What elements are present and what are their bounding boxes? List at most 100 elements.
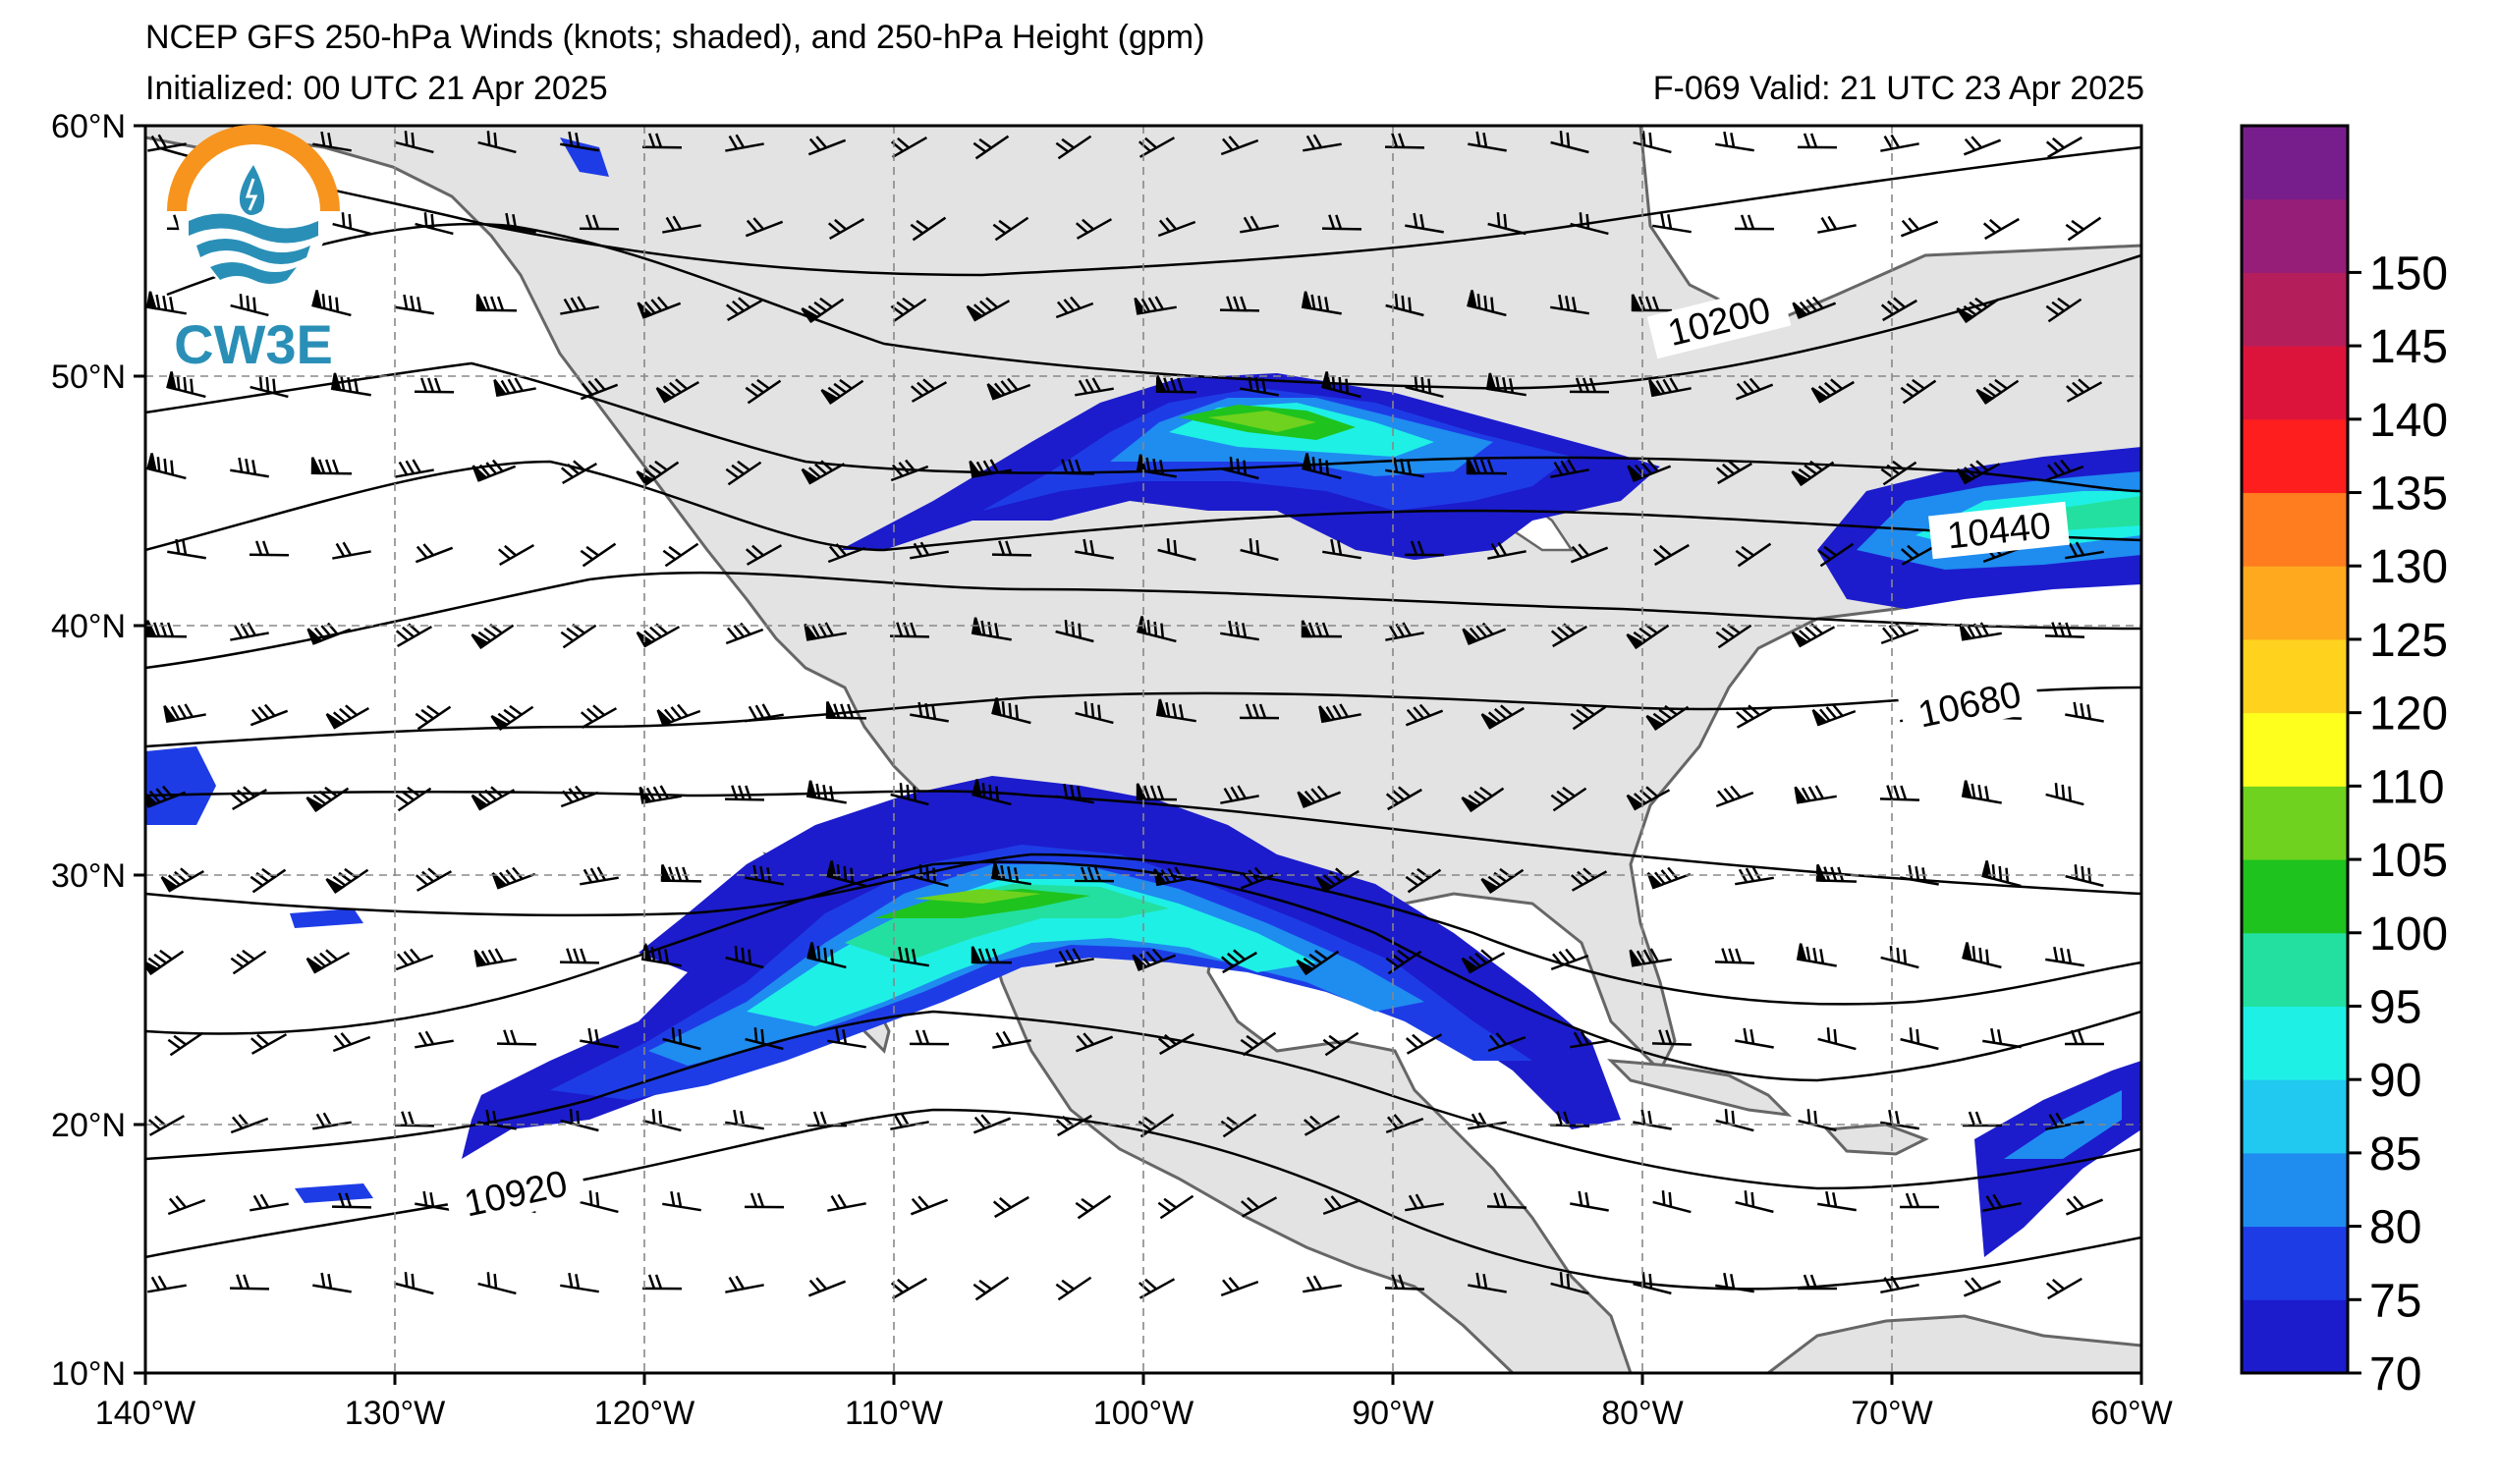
wind-barb — [1487, 541, 1527, 560]
wind-barb — [1715, 131, 1754, 152]
wind-barb — [1405, 1193, 1444, 1212]
wind-barb — [1880, 134, 1919, 152]
sun-arc-icon — [167, 125, 340, 212]
south-america — [1765, 1314, 2141, 1373]
lat-label-20: 20°N — [51, 1107, 126, 1144]
colorbar-tick-label: 105 — [2369, 835, 2448, 887]
wind-barb — [160, 867, 204, 893]
wind-barb — [167, 538, 206, 560]
wind-barb — [1157, 538, 1196, 562]
wind-barb — [1075, 538, 1114, 560]
colorbar-segment — [2242, 198, 2348, 273]
wind-barb — [1240, 215, 1279, 234]
wind-barb — [1817, 1027, 1857, 1051]
wind-barb — [890, 783, 929, 806]
wind-barb — [801, 460, 846, 485]
wind-barb — [1467, 290, 1507, 317]
wind-barb — [662, 542, 699, 568]
wind-barb — [656, 703, 701, 727]
wind-barb — [1487, 212, 1527, 236]
colorbar-tick-label: 120 — [2369, 688, 2448, 741]
wind-barb — [580, 1027, 619, 1049]
colorbar-tick-label: 135 — [2369, 468, 2448, 521]
wind-barb — [1811, 703, 1857, 727]
wind-barb — [1075, 377, 1114, 397]
wind-barb — [2066, 378, 2103, 403]
wind-barb — [1405, 703, 1444, 727]
wind-barb — [1810, 378, 1855, 404]
wind-barb — [1384, 133, 1425, 149]
wind-barb — [1301, 620, 1343, 638]
valid-time: F-069 Valid: 21 UTC 23 Apr 2025 — [1652, 70, 2144, 107]
wind-barb — [825, 701, 867, 720]
wind-barb — [1318, 703, 1361, 724]
wind-barb — [580, 1190, 619, 1214]
wind-barb — [1736, 704, 1773, 729]
colorbar-tick-label: 75 — [2369, 1275, 2421, 1327]
wind-barb — [1138, 137, 1176, 158]
wind-barb — [330, 372, 371, 397]
wind-barb — [332, 212, 371, 236]
wind-barb — [971, 946, 1013, 964]
wind-barb — [1074, 866, 1115, 883]
wind-barb — [1627, 459, 1672, 482]
wind-barb — [725, 1275, 764, 1293]
wind-barb — [804, 622, 847, 641]
wind-barb — [1461, 949, 1506, 974]
wind-barb — [1652, 543, 1690, 567]
wind-barb — [493, 377, 536, 397]
wind-barb — [1220, 620, 1259, 641]
wind-barb — [310, 457, 353, 475]
wind-barb — [1155, 698, 1196, 723]
wind-barb — [801, 297, 845, 324]
wind-barb — [1791, 623, 1836, 648]
wind-barb — [1900, 1027, 1939, 1051]
wind-barb — [1385, 457, 1424, 478]
wind-barb — [312, 131, 352, 152]
logo-text: CW3E — [174, 313, 333, 375]
wind-barb — [1570, 1030, 1609, 1049]
wind-barb — [1714, 948, 1755, 964]
wind-barb — [1791, 460, 1835, 487]
wind-barb — [312, 1272, 352, 1293]
wind-barb — [229, 1274, 270, 1291]
contour-label-10920: 10920 — [443, 1157, 588, 1230]
lon-label-90w: 90°W — [1352, 1395, 1434, 1432]
wind-barb — [395, 131, 434, 154]
wind-barb — [807, 1277, 847, 1297]
colorbar — [2242, 126, 2348, 1374]
wind-barb — [890, 459, 929, 482]
lon-label-140w: 140°W — [95, 1395, 195, 1432]
wind-barb — [1240, 1031, 1277, 1057]
wind-barb — [1652, 212, 1692, 234]
wind-barb — [1385, 294, 1424, 317]
wind-barb — [1462, 622, 1507, 645]
colorbar-segment — [2242, 638, 2348, 714]
wind-barb — [250, 1193, 289, 1212]
wind-barb — [325, 704, 369, 730]
wind-barb — [497, 212, 536, 234]
wind-barb — [1480, 867, 1525, 894]
wind-barb — [1570, 212, 1609, 236]
wind-barb — [1296, 949, 1340, 976]
wind-barb — [1626, 786, 1671, 811]
wind-barb — [1817, 1190, 1857, 1212]
wind-barb — [1797, 133, 1838, 149]
wind-barb — [1055, 296, 1094, 319]
colorbar-segment — [2242, 932, 2348, 1007]
wind-barb — [1385, 622, 1424, 641]
wind-barb — [1322, 538, 1361, 560]
wind-barb — [414, 377, 455, 394]
cw3e-logo: CW3E — [167, 125, 340, 375]
wind-barb — [1981, 860, 2022, 888]
wind-barb — [1570, 704, 1607, 731]
colorbar-tick-label: 130 — [2369, 541, 2448, 593]
wind-barb — [1241, 1196, 1278, 1218]
colorbar-segment — [2242, 1152, 2348, 1228]
colorbar-segment — [2242, 859, 2348, 934]
wind-barb — [826, 860, 866, 888]
wind-barb — [966, 297, 1011, 322]
wind-barb — [415, 867, 453, 892]
wind-barb — [1570, 1190, 1609, 1212]
wind-barb — [972, 135, 1010, 160]
